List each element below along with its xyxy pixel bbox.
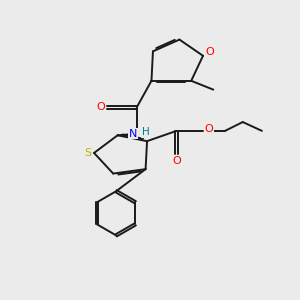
Text: O: O xyxy=(173,156,182,166)
Text: N: N xyxy=(129,129,137,139)
Text: S: S xyxy=(84,148,91,158)
Text: O: O xyxy=(205,47,214,57)
Text: H: H xyxy=(142,127,149,137)
Text: O: O xyxy=(97,102,105,112)
Text: O: O xyxy=(205,124,213,134)
